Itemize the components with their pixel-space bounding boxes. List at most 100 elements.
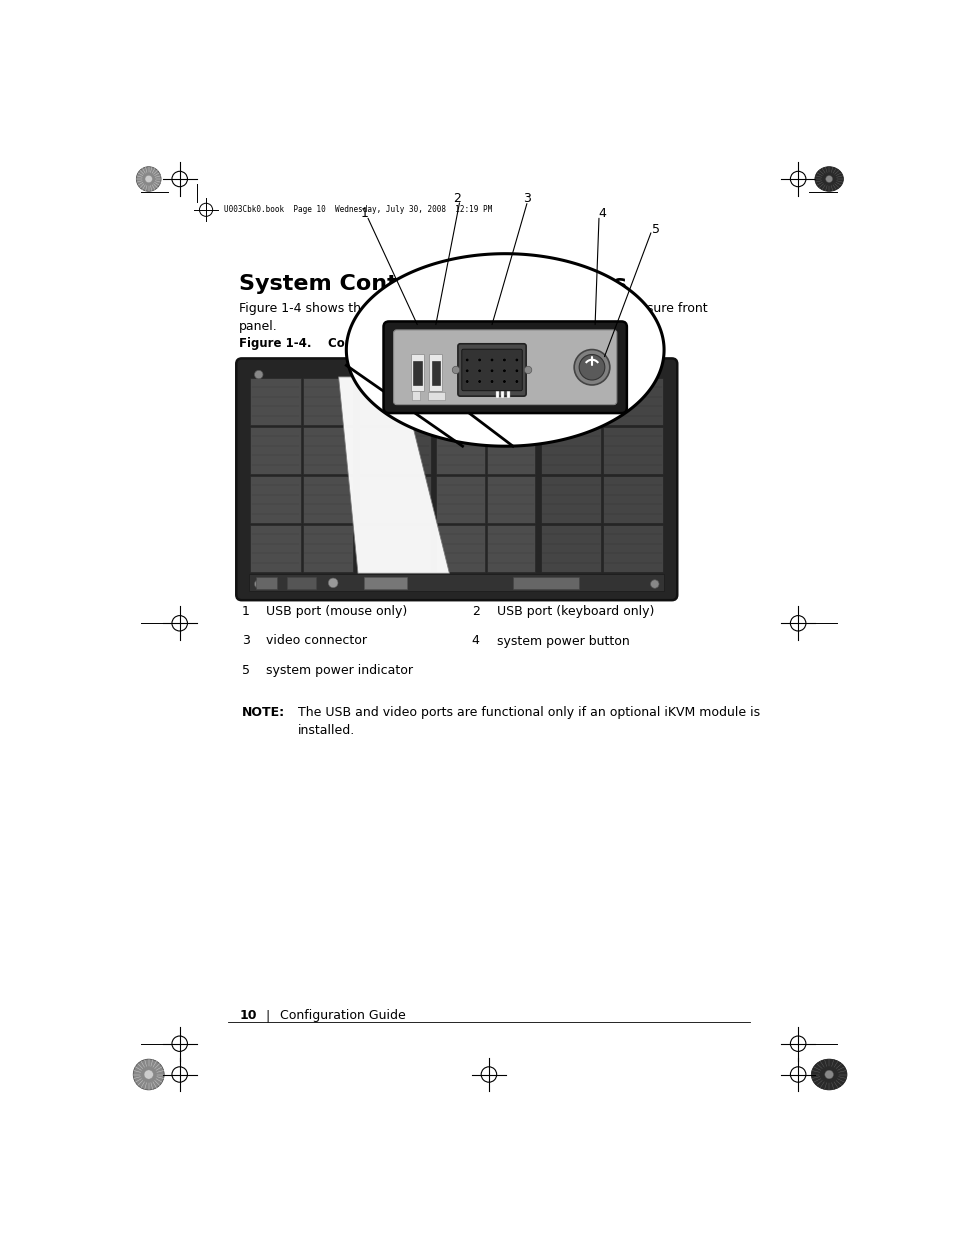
Circle shape <box>490 369 494 373</box>
Text: 3: 3 <box>241 635 250 647</box>
Circle shape <box>133 1060 164 1091</box>
Bar <box>250 427 301 474</box>
Text: USB port (keyboard only): USB port (keyboard only) <box>497 605 654 619</box>
Circle shape <box>477 358 481 362</box>
Bar <box>358 378 431 425</box>
Bar <box>410 353 423 390</box>
Bar <box>436 525 484 573</box>
Bar <box>302 427 353 474</box>
Bar <box>602 427 662 474</box>
Text: 10: 10 <box>239 1009 256 1023</box>
Circle shape <box>650 370 659 379</box>
Bar <box>413 362 421 384</box>
Ellipse shape <box>814 167 842 191</box>
Bar <box>250 475 301 524</box>
Circle shape <box>515 358 518 362</box>
Text: 4: 4 <box>598 207 605 220</box>
Bar <box>412 390 419 400</box>
Circle shape <box>136 167 161 191</box>
FancyBboxPatch shape <box>236 358 677 600</box>
Bar <box>302 475 353 524</box>
Circle shape <box>574 350 609 385</box>
Polygon shape <box>338 377 449 573</box>
Bar <box>540 475 600 524</box>
FancyBboxPatch shape <box>457 343 525 396</box>
Circle shape <box>824 1071 833 1079</box>
Bar <box>431 362 439 384</box>
Text: |: | <box>265 1009 269 1023</box>
Text: system power button: system power button <box>497 635 629 647</box>
Text: NOTE:: NOTE: <box>241 705 285 719</box>
Bar <box>250 378 301 425</box>
Bar <box>486 525 535 573</box>
Bar <box>602 525 662 573</box>
Bar <box>358 427 431 474</box>
Bar <box>506 390 509 399</box>
Text: 4: 4 <box>472 635 479 647</box>
Bar <box>540 378 600 425</box>
FancyBboxPatch shape <box>383 321 626 412</box>
Bar <box>513 577 578 589</box>
Circle shape <box>254 579 263 588</box>
Text: system power indicator: system power indicator <box>266 663 413 677</box>
Circle shape <box>502 358 506 362</box>
Text: Figure 1-4.    Control Panel Features: Figure 1-4. Control Panel Features <box>239 337 479 350</box>
Bar <box>500 390 504 399</box>
Bar <box>364 577 406 589</box>
Circle shape <box>145 175 152 183</box>
Text: Configuration Guide: Configuration Guide <box>280 1009 406 1023</box>
Bar <box>496 390 498 399</box>
Circle shape <box>502 380 506 383</box>
Circle shape <box>502 369 506 373</box>
Text: Figure 1-4 shows the control panel features on the M1000e enclosure front
panel.: Figure 1-4 shows the control panel featu… <box>239 303 707 333</box>
Text: U003Cbk0.book  Page 10  Wednesday, July 30, 2008  12:19 PM: U003Cbk0.book Page 10 Wednesday, July 30… <box>224 205 492 215</box>
Circle shape <box>144 1070 153 1079</box>
Bar <box>358 525 431 573</box>
Bar <box>302 525 353 573</box>
Circle shape <box>477 380 481 383</box>
Bar <box>427 393 444 400</box>
Circle shape <box>465 380 469 383</box>
Text: 2: 2 <box>453 191 460 205</box>
Text: USB port (mouse only): USB port (mouse only) <box>266 605 407 619</box>
Text: 5: 5 <box>241 663 250 677</box>
Bar <box>486 427 535 474</box>
FancyBboxPatch shape <box>394 330 617 405</box>
Circle shape <box>515 369 518 373</box>
Circle shape <box>452 367 459 374</box>
Bar <box>602 475 662 524</box>
Circle shape <box>524 367 531 374</box>
Circle shape <box>824 175 832 183</box>
Text: The USB and video ports are functional only if an optional iKVM module is
instal: The USB and video ports are functional o… <box>297 705 759 737</box>
Circle shape <box>490 380 494 383</box>
Bar <box>436 378 484 425</box>
Circle shape <box>254 370 263 379</box>
Text: 1: 1 <box>241 605 250 619</box>
FancyBboxPatch shape <box>461 350 521 390</box>
Text: 2: 2 <box>472 605 479 619</box>
Bar <box>358 475 431 524</box>
Ellipse shape <box>810 1060 846 1091</box>
Circle shape <box>328 578 337 588</box>
Text: System Control Panel Features: System Control Panel Features <box>239 274 626 294</box>
Text: video connector: video connector <box>266 635 367 647</box>
Polygon shape <box>346 253 663 446</box>
Text: 1: 1 <box>360 207 368 220</box>
Bar <box>540 525 600 573</box>
Bar <box>486 475 535 524</box>
Bar <box>436 427 484 474</box>
Text: 5: 5 <box>652 222 659 236</box>
Bar <box>286 577 315 589</box>
Bar <box>486 378 535 425</box>
Bar <box>250 525 301 573</box>
Circle shape <box>515 380 518 383</box>
Bar <box>436 475 484 524</box>
Bar <box>602 378 662 425</box>
Circle shape <box>465 358 469 362</box>
Bar <box>429 353 442 390</box>
Bar <box>249 574 663 592</box>
Bar <box>540 427 600 474</box>
Bar <box>302 378 353 425</box>
Text: 3: 3 <box>522 191 530 205</box>
Circle shape <box>477 369 481 373</box>
